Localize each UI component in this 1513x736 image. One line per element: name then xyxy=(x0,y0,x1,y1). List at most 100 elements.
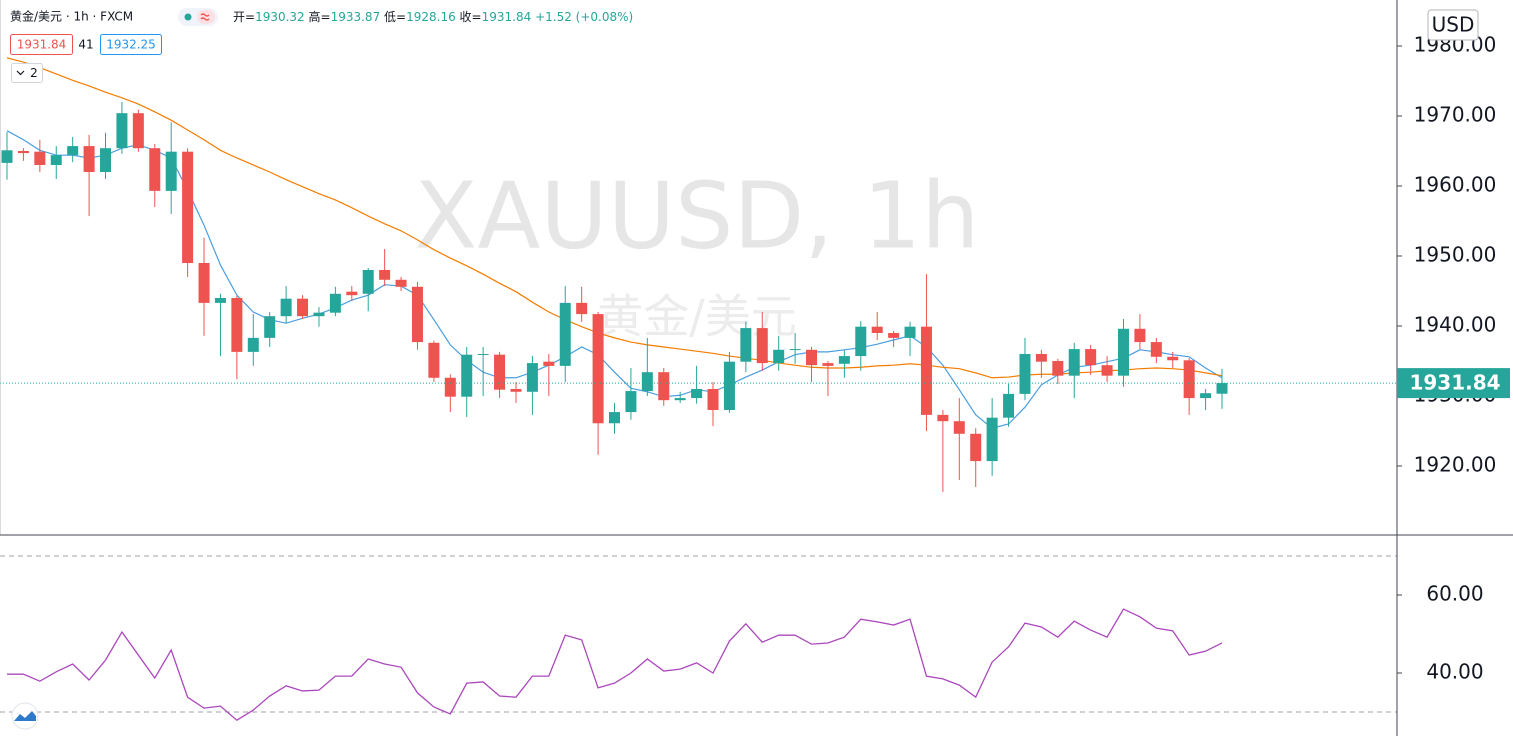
candle-body xyxy=(953,421,965,434)
candle-body xyxy=(592,314,604,424)
candle-body xyxy=(723,361,735,410)
candle-body xyxy=(707,388,719,410)
candle-body xyxy=(1019,353,1031,394)
candle-body xyxy=(83,146,95,172)
candle-body xyxy=(1052,360,1064,376)
logo[interactable] xyxy=(14,711,36,721)
candle-body xyxy=(1085,349,1097,366)
high-value: 1933.87 xyxy=(331,10,381,24)
y-tick-label: 1940.00 xyxy=(1414,312,1497,336)
candle-body xyxy=(920,326,932,415)
low-value: 1928.16 xyxy=(406,10,456,24)
indicator-toggle[interactable] xyxy=(11,63,43,83)
candle-body xyxy=(609,412,620,424)
last-price-box xyxy=(1397,368,1510,399)
candle-body xyxy=(1101,365,1113,376)
low-label: 低= xyxy=(384,10,406,24)
candle-body xyxy=(871,326,883,333)
y-tick-label: 60.00 xyxy=(1426,581,1483,605)
currency: USD xyxy=(1432,13,1475,37)
badge-box xyxy=(100,34,162,55)
candle-body xyxy=(559,302,571,366)
y-tick-label: 1920.00 xyxy=(1414,452,1497,476)
last-price-label: 1931.84 xyxy=(1409,371,1500,395)
candle-body xyxy=(198,262,210,303)
candle-body xyxy=(346,291,358,296)
candle-body xyxy=(214,297,226,303)
y-tick-label: 1970.00 xyxy=(1414,102,1497,126)
candle-body xyxy=(149,148,161,191)
candle-body xyxy=(1,150,13,163)
candle-body xyxy=(1068,349,1080,376)
candle-body xyxy=(444,377,456,397)
candle-body xyxy=(116,113,128,149)
candle-body xyxy=(641,372,653,392)
delay-icon xyxy=(197,10,215,24)
candle-body xyxy=(329,293,341,313)
candle-body xyxy=(231,297,243,352)
candle-body xyxy=(986,417,998,462)
change: +1.52 (+0.08%) xyxy=(535,10,633,24)
badge: 1932.25 xyxy=(106,38,156,52)
candle-body xyxy=(806,349,818,366)
candle-body xyxy=(773,349,785,364)
candle-body xyxy=(34,151,46,165)
candle-body xyxy=(510,388,522,392)
candle-body xyxy=(1134,328,1146,343)
candle-body xyxy=(1003,393,1015,418)
candle-body xyxy=(247,337,259,352)
candle-body xyxy=(789,349,801,351)
candle-body xyxy=(691,388,703,399)
candle-body xyxy=(67,146,79,156)
y-tick-label: 40.00 xyxy=(1426,660,1483,684)
badge: 1931.84 xyxy=(17,38,67,52)
candle-body xyxy=(838,356,850,364)
open-label: 开= xyxy=(233,10,255,24)
candle-body xyxy=(165,151,177,191)
candle-body xyxy=(17,150,29,154)
close-value: 1931.84 xyxy=(482,10,532,24)
candle-body xyxy=(1167,356,1179,361)
candle-body xyxy=(888,332,900,338)
candle-body xyxy=(182,151,194,263)
badge: 41 xyxy=(78,38,93,52)
market-open-dot xyxy=(184,13,192,21)
logo-bg xyxy=(11,702,39,730)
candle-body xyxy=(1035,353,1047,362)
ohlc-legend: 开=1930.32 高=1933.87 低=1928.16 收=1931.84 … xyxy=(233,9,633,24)
candle-body xyxy=(50,155,62,165)
candle-body xyxy=(1216,383,1228,394)
candle-body xyxy=(1200,393,1212,399)
currency-box[interactable] xyxy=(1427,9,1479,41)
candle-body xyxy=(379,269,391,280)
candle-body xyxy=(1183,360,1195,399)
candle-body xyxy=(297,298,309,317)
candle-body xyxy=(461,354,473,397)
candle-body xyxy=(970,433,982,462)
candle-body xyxy=(428,342,440,378)
candle-body xyxy=(1117,328,1129,376)
high-label: 高= xyxy=(309,9,331,24)
rsi-pane xyxy=(0,555,1397,722)
watermark: XAUUSD, 1h xyxy=(414,162,979,269)
chevron xyxy=(16,70,25,76)
candle-body xyxy=(756,328,768,364)
open-value: 1930.32 xyxy=(255,10,305,24)
candle-body xyxy=(494,354,506,390)
symbol-title: 黄金/美元 · 1h · FXCM xyxy=(10,9,133,24)
moving-average xyxy=(6,130,1223,429)
delay-icon-glyph xyxy=(200,13,210,21)
price-pane xyxy=(0,57,1397,492)
candle-body xyxy=(132,113,144,149)
candle-body xyxy=(904,326,916,338)
candle-body xyxy=(100,148,112,172)
candle-body xyxy=(526,363,538,392)
candle-body xyxy=(411,286,423,343)
candle-body xyxy=(395,279,407,287)
candle-body xyxy=(362,269,374,294)
candle-body xyxy=(625,391,637,413)
rsi-line xyxy=(7,608,1223,722)
